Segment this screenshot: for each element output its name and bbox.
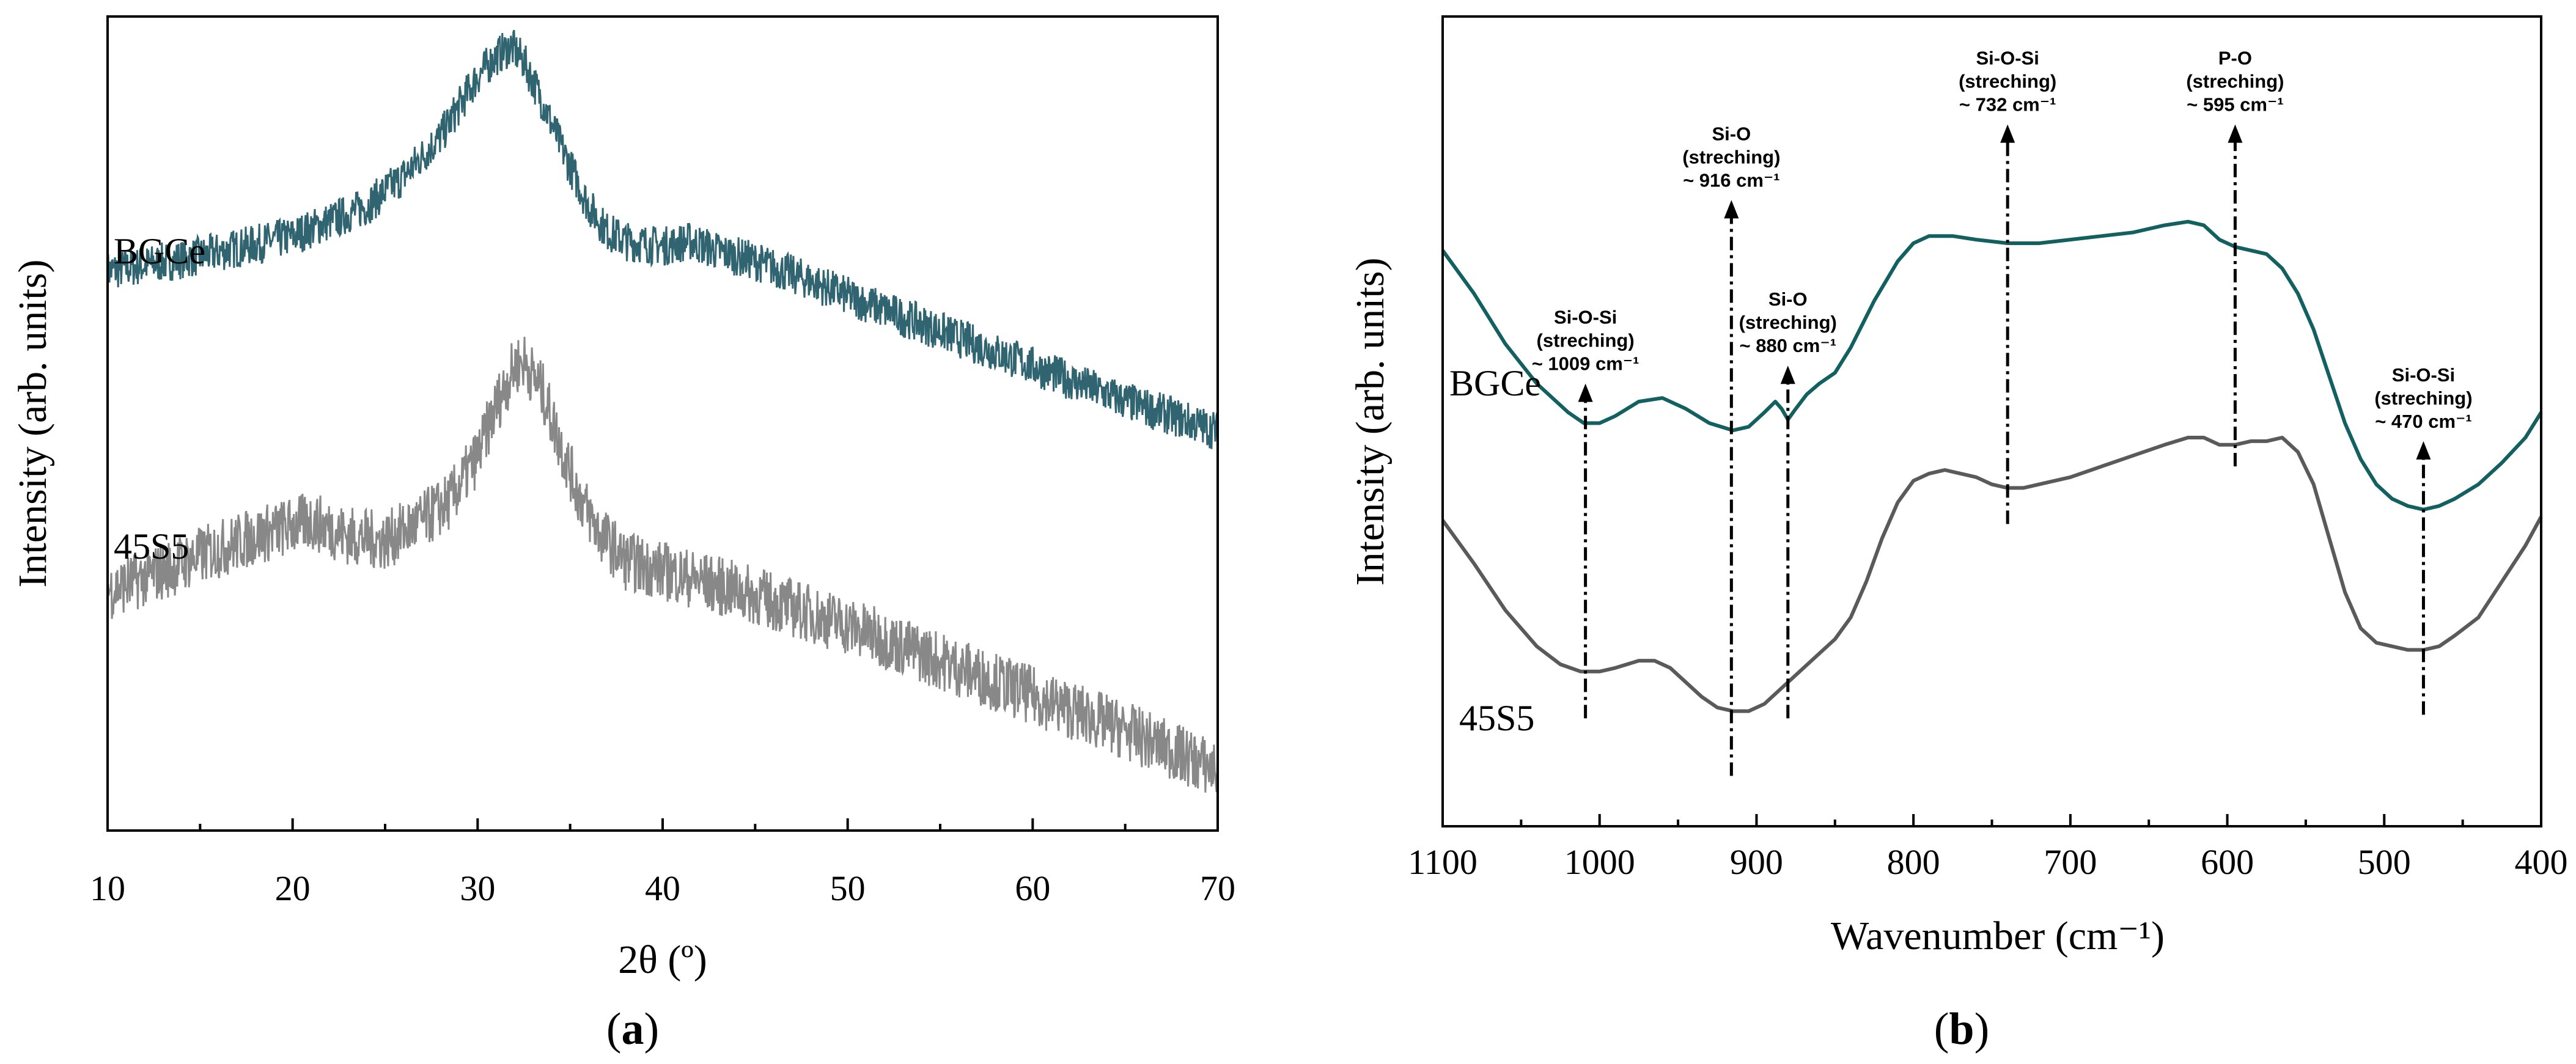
panel-b-x-tick-label: 1100 — [1408, 842, 1478, 882]
panel-b-series-45s5 — [1441, 436, 2543, 713]
panel-b-annotation-arrowhead — [2228, 124, 2243, 143]
panel-b-annotation-text: Si-O — [1768, 288, 1808, 310]
panel-a-label: (a) — [606, 1004, 659, 1054]
panel-b-annotation-text: Si-O — [1712, 123, 1751, 144]
panel-b-annotation-text: ~ 470 cm⁻¹ — [2375, 411, 2472, 432]
panel-b-annotation: Si-O-Si(streching)~ 732 cm⁻¹ — [1959, 48, 2056, 524]
panel-b-ftir-chart: Si-O-Si(streching)~ 1009 cm⁻¹Si-O(strech… — [1348, 15, 2568, 1054]
panel-a-x-axis-title: 2θ (º) — [618, 937, 707, 982]
panel-b-annotation-text: ~ 880 cm⁻¹ — [1739, 335, 1836, 356]
panel-b-annotation: Si-O(streching)~ 916 cm⁻¹ — [1682, 123, 1780, 776]
panel-a-x-tick-label: 30 — [460, 868, 495, 908]
panel-a-legend-45s5: 45S5 — [114, 526, 189, 567]
panel-b-annotation-text: Si-O-Si — [2392, 364, 2455, 386]
panel-a-series-45s5 — [106, 337, 1219, 793]
panel-b-x-tick-label: 600 — [2201, 842, 2254, 882]
panel-b-x-tick-label: 900 — [1730, 842, 1783, 882]
panel-b-legend-bgce: BGCe — [1449, 363, 1541, 403]
panel-b-annotation-text: ~ 1009 cm⁻¹ — [1532, 353, 1639, 375]
panel-a-xrd-chart: 10 20 30 40 50 60 70 BGCe 45S5 2θ (º) Intensit… — [10, 15, 1235, 1054]
panel-a-x-tick-label: 40 — [645, 868, 680, 908]
panel-b-annotation-arrowhead — [2416, 441, 2431, 460]
panel-a-plot-frame — [106, 15, 1219, 832]
panel-b-annotation-text: ~ 916 cm⁻¹ — [1683, 169, 1780, 191]
panel-b-x-tick-label: 400 — [2515, 842, 2568, 882]
panel-b-series-bgce — [1441, 219, 2543, 512]
panel-b-annotation: P-O(streching)~ 595 cm⁻¹ — [2186, 48, 2284, 467]
panel-b-annotation-text: (streching) — [1682, 146, 1780, 167]
panel-a-x-tick-label: 10 — [90, 868, 125, 908]
panel-b-x-tick-label: 700 — [2044, 842, 2097, 882]
panel-b-annotation-text: (streching) — [2374, 387, 2472, 409]
panel-b-annotation-text: P-O — [2218, 48, 2252, 69]
panel-b-x-tick-label: 800 — [1887, 842, 1940, 882]
panel-b-x-axis-title: Wavenumber (cm⁻¹) — [1831, 914, 2165, 958]
panel-b-annotation-arrowhead — [1578, 383, 1593, 402]
panel-b-annotation-text: Si-O-Si — [1554, 307, 1617, 328]
panel-b-annotation-text: ~ 732 cm⁻¹ — [1959, 94, 2056, 116]
panel-b-y-axis-title: Intensity (arb. units) — [1348, 257, 1393, 585]
panel-b-x-tick-label: 1000 — [1564, 842, 1635, 882]
panel-b-annotation-arrowhead — [1724, 200, 1739, 219]
panel-b-label: (b) — [1934, 1004, 1989, 1054]
panel-a-x-tick-label: 50 — [830, 868, 866, 908]
panel-b-annotation-arrowhead — [2000, 124, 2015, 143]
panel-b-annotation-text: (streching) — [1959, 71, 2056, 92]
panel-a-x-tick-label: 20 — [275, 868, 311, 908]
panel-b-annotation-text: ~ 595 cm⁻¹ — [2187, 94, 2284, 116]
panel-a-legend-bgce: BGCe — [114, 231, 205, 271]
panel-b-annotation: Si-O-Si(streching)~ 1009 cm⁻¹ — [1532, 307, 1639, 719]
panel-b-annotation: Si-O(streching)~ 880 cm⁻¹ — [1739, 288, 1837, 719]
panel-b-annotation-arrowhead — [1780, 365, 1795, 384]
panel-b-annotation: Si-O-Si(streching)~ 470 cm⁻¹ — [2374, 364, 2473, 715]
panel-b-legend-45s5: 45S5 — [1459, 698, 1534, 738]
panel-a-x-tick-label: 60 — [1015, 868, 1050, 908]
panel-b-annotation-text: (streching) — [1537, 330, 1635, 351]
panel-b-annotation-text: (streching) — [1739, 312, 1837, 333]
panel-b-annotation-text: Si-O-Si — [1976, 48, 2039, 69]
panel-a-x-tick-label: 70 — [1200, 868, 1235, 908]
panel-b-x-tick-label: 500 — [2358, 842, 2411, 882]
panel-b-annotation-text: (streching) — [2186, 71, 2284, 92]
panel-a-y-axis-title: Intensity (arb. units) — [10, 259, 55, 587]
panel-a-series-bgce — [106, 29, 1219, 449]
